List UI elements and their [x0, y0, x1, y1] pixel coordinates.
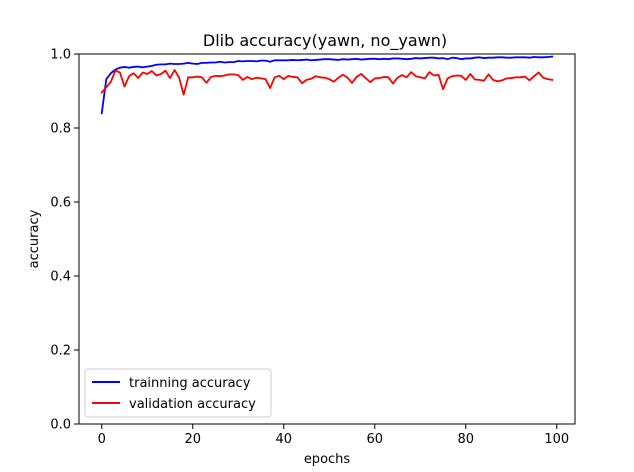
y-tick-label: 0.0 — [50, 418, 71, 433]
y-axis-ticks: 0.0 0.2 0.4 0.6 0.8 1.0 — [50, 48, 79, 433]
legend-label-validation-accuracy: validation accuracy — [129, 397, 256, 412]
legend-label-trainning-accuracy: trainning accuracy — [129, 376, 251, 391]
y-tick-label: 0.4 — [50, 270, 71, 285]
x-tick-label: 40 — [275, 432, 292, 447]
x-tick-label: 100 — [544, 432, 569, 447]
chart-title: Dlib accuracy(yawn, no_yawn) — [203, 31, 447, 51]
series-layer — [100, 55, 554, 115]
x-tick-label: 80 — [458, 432, 475, 447]
x-tick-label: 60 — [367, 432, 384, 447]
y-tick-label: 0.8 — [50, 122, 71, 137]
plot-frame — [78, 53, 576, 425]
x-tick-label: 20 — [184, 432, 201, 447]
x-axis-label: epochs — [304, 452, 351, 467]
y-tick-label: 1.0 — [50, 48, 71, 63]
series-line-validation-accuracy — [100, 69, 554, 96]
x-axis-ticks: 0 20 40 60 80 100 — [98, 424, 569, 447]
series-line-trainning-accuracy — [100, 55, 554, 115]
plot-area — [78, 53, 576, 425]
x-tick-label: 0 — [98, 432, 106, 447]
legend: trainning accuracy validation accuracy — [84, 368, 272, 418]
y-tick-label: 0.2 — [50, 344, 71, 359]
y-tick-label: 0.6 — [50, 196, 71, 211]
legend-box — [84, 368, 272, 418]
y-axis-label: accuracy — [27, 209, 42, 268]
